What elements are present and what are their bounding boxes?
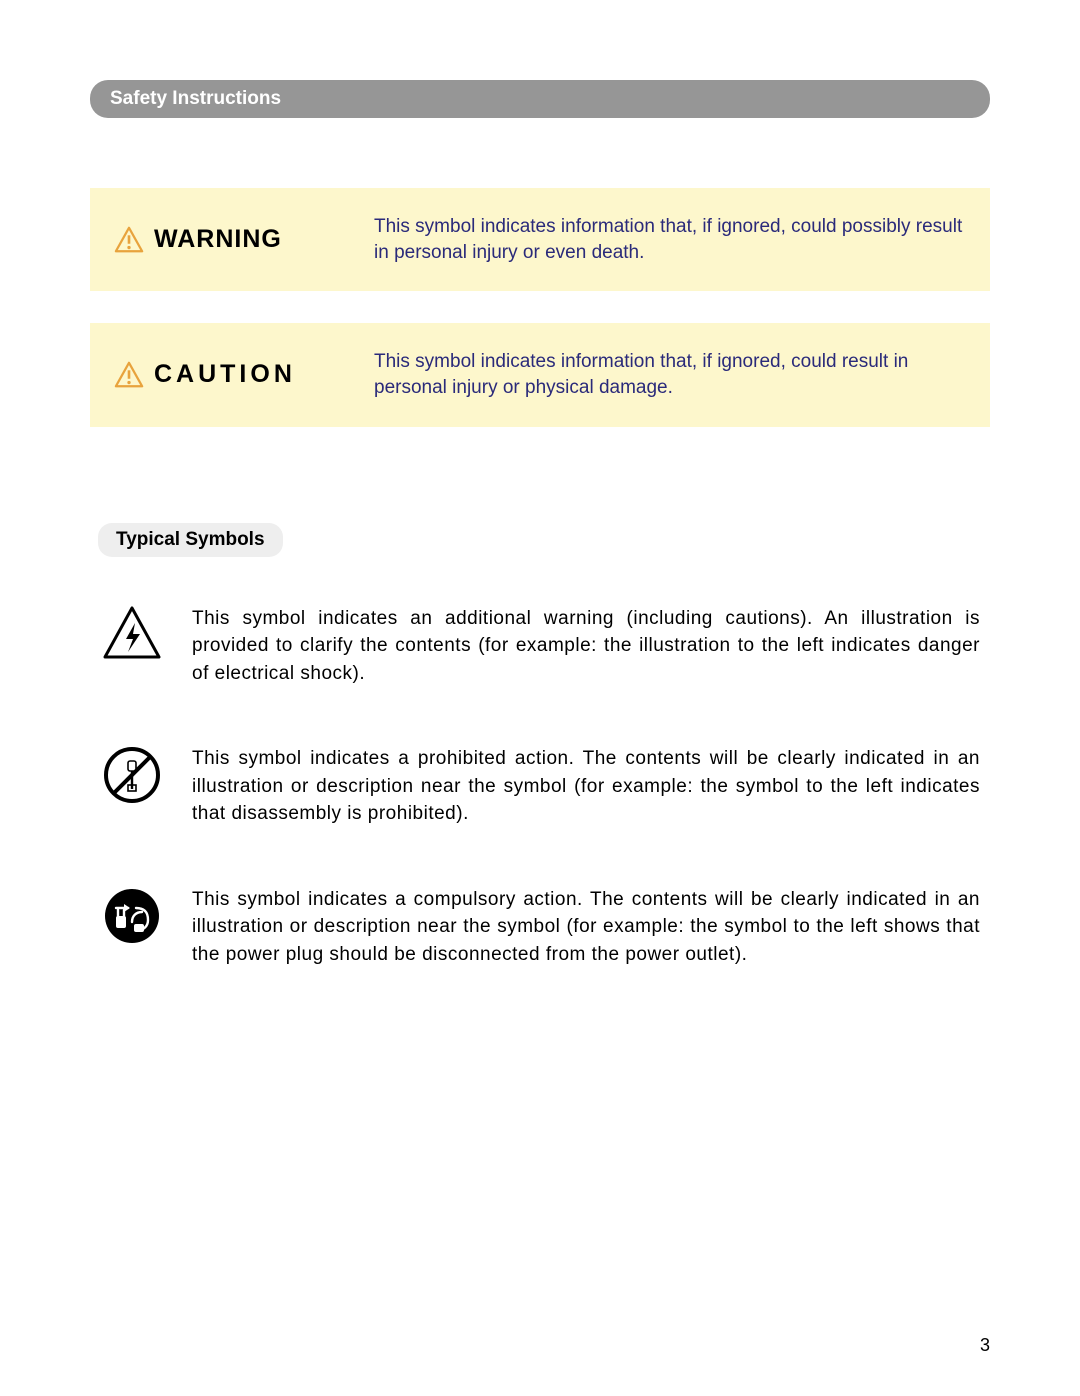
- caution-description: This symbol indicates information that, …: [374, 349, 966, 400]
- callout-group: WARNING This symbol indicates informatio…: [90, 188, 990, 427]
- page: Safety Instructions WARNING This symbol …: [0, 0, 1080, 1396]
- unplug-icon: [100, 886, 164, 946]
- caution-callout: CAUTION This symbol indicates informatio…: [90, 323, 990, 426]
- symbol-compulsory-text: This symbol indicates a compulsory actio…: [192, 886, 980, 969]
- warning-label: WARNING: [114, 225, 374, 255]
- no-disassembly-icon: [100, 745, 164, 805]
- section-header-text: Safety Instructions: [110, 88, 281, 109]
- electrical-shock-icon: [100, 605, 164, 661]
- caution-label-text: CAUTION: [154, 360, 296, 389]
- typical-symbols-heading-text: Typical Symbols: [116, 529, 265, 550]
- section-header: Safety Instructions: [90, 80, 990, 118]
- symbol-item-warning: This symbol indicates an additional warn…: [90, 605, 990, 688]
- page-number: 3: [980, 1335, 990, 1356]
- caution-label: CAUTION: [114, 360, 374, 390]
- symbol-prohibited-text: This symbol indicates a prohibited actio…: [192, 745, 980, 828]
- symbol-item-prohibited: This symbol indicates a prohibited actio…: [90, 745, 990, 828]
- symbol-warning-text: This symbol indicates an additional warn…: [192, 605, 980, 688]
- warning-label-text: WARNING: [154, 225, 282, 254]
- warning-callout: WARNING This symbol indicates informatio…: [90, 188, 990, 291]
- warning-description: This symbol indicates information that, …: [374, 214, 966, 265]
- warning-triangle-icon: [114, 225, 144, 255]
- typical-symbols-heading: Typical Symbols: [98, 523, 283, 557]
- caution-triangle-icon: [114, 360, 144, 390]
- symbol-item-compulsory: This symbol indicates a compulsory actio…: [90, 886, 990, 969]
